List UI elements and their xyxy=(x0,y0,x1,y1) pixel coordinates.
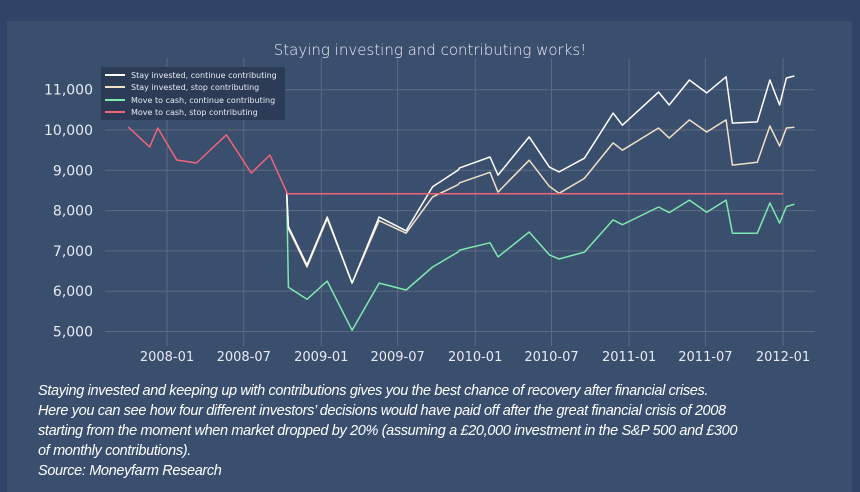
x-tick-label: 2008-01 xyxy=(140,350,194,365)
x-tick-label: 2011-01 xyxy=(602,350,656,365)
y-tick-label: 7,000 xyxy=(53,244,93,260)
y-tick-label: 11,000 xyxy=(44,83,93,99)
legend-swatch xyxy=(105,86,125,88)
y-tick-label: 6,000 xyxy=(53,284,93,300)
legend-label: Move to cash, continue contributing xyxy=(131,95,276,105)
x-tick-label: 2009-01 xyxy=(294,350,348,365)
caption-line: of monthly contributions). xyxy=(38,443,191,459)
legend-swatch xyxy=(105,111,125,113)
x-tick-label: 2010-01 xyxy=(448,350,502,365)
legend-item[interactable]: Stay invested, stop contributing xyxy=(101,81,259,93)
y-tick-label: 5,000 xyxy=(53,325,93,341)
x-tick-label: 2010-07 xyxy=(524,350,578,365)
legend-swatch xyxy=(105,74,125,76)
y-tick-label: 10,000 xyxy=(44,123,93,139)
caption-line: Staying invested and keeping up with con… xyxy=(38,383,709,399)
legend-label: Stay invested, stop contributing xyxy=(131,82,260,92)
caption-line: Here you can see how four different inve… xyxy=(38,403,726,419)
y-tick-label: 9,000 xyxy=(53,163,93,179)
legend-label: Move to cash, stop contributing xyxy=(131,107,258,117)
x-tick-label: 2009-07 xyxy=(370,350,424,365)
legend-item[interactable]: Move to cash, continue contributing xyxy=(101,94,275,106)
legend-swatch xyxy=(105,99,125,101)
series-line-2 xyxy=(285,192,795,332)
series-line-0 xyxy=(285,75,795,284)
legend-item[interactable]: Stay invested, continue contributing xyxy=(101,69,277,81)
y-tick-label: 8,000 xyxy=(53,204,93,220)
x-tick-label: 2012-01 xyxy=(756,350,810,365)
x-tick-label: 2008-07 xyxy=(217,350,271,365)
x-tick-label: 2011-07 xyxy=(678,350,732,365)
line-chart: 5,000 6,000 7,000 8,000 9,000 10,000 11,000 200… xyxy=(44,58,815,365)
chart-title: Staying investing and contributing works… xyxy=(273,41,587,59)
series-line-3 xyxy=(127,126,783,195)
caption-line: starting from the moment when market dro… xyxy=(38,423,738,439)
chart-caption: Staying invested and keeping up with con… xyxy=(38,381,848,481)
legend-item[interactable]: Move to cash, stop contributing xyxy=(101,106,258,118)
legend-label: Stay invested, continue contributing xyxy=(131,70,277,80)
caption-source: Source: Moneyfarm Research xyxy=(38,463,222,479)
legend: Stay invested, continue contributing Sta… xyxy=(101,67,285,120)
